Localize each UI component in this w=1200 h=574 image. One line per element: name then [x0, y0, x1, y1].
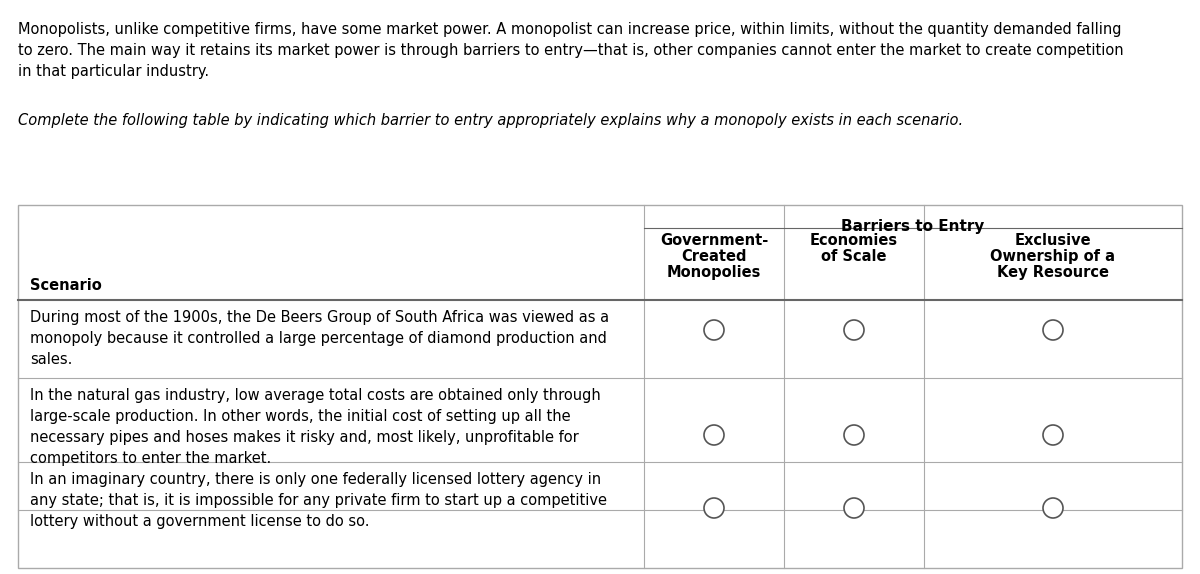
Text: sales.: sales.	[30, 352, 72, 367]
Circle shape	[1043, 498, 1063, 518]
Circle shape	[844, 320, 864, 340]
Text: Exclusive: Exclusive	[1015, 233, 1091, 248]
Circle shape	[844, 498, 864, 518]
Text: During most of the 1900s, the De Beers Group of South Africa was viewed as a: During most of the 1900s, the De Beers G…	[30, 310, 610, 325]
Text: Monopolies: Monopolies	[667, 265, 761, 280]
Text: Economies: Economies	[810, 233, 898, 248]
Circle shape	[704, 498, 724, 518]
Text: monopoly because it controlled a large percentage of diamond production and: monopoly because it controlled a large p…	[30, 331, 607, 346]
Text: in that particular industry.: in that particular industry.	[18, 64, 209, 79]
Text: In the natural gas industry, low average total costs are obtained only through: In the natural gas industry, low average…	[30, 388, 601, 403]
Text: competitors to enter the market.: competitors to enter the market.	[30, 451, 271, 466]
Text: large-scale production. In other words, the initial cost of setting up all the: large-scale production. In other words, …	[30, 409, 571, 424]
Text: Complete the following table by indicating which barrier to entry appropriately : Complete the following table by indicati…	[18, 113, 964, 128]
Circle shape	[1043, 425, 1063, 445]
Text: Created: Created	[682, 249, 746, 264]
Text: Monopolists, unlike competitive firms, have some market power. A monopolist can : Monopolists, unlike competitive firms, h…	[18, 22, 1122, 37]
Text: Ownership of a: Ownership of a	[990, 249, 1116, 264]
Text: necessary pipes and hoses makes it risky and, most likely, unprofitable for: necessary pipes and hoses makes it risky…	[30, 430, 578, 445]
Circle shape	[844, 425, 864, 445]
Circle shape	[704, 320, 724, 340]
Bar	[18, 205, 1182, 568]
Text: Government-: Government-	[660, 233, 768, 248]
Circle shape	[704, 425, 724, 445]
Text: to zero. The main way it retains its market power is through barriers to entry—t: to zero. The main way it retains its mar…	[18, 43, 1123, 58]
Text: Key Resource: Key Resource	[997, 265, 1109, 280]
Text: of Scale: of Scale	[821, 249, 887, 264]
Text: lottery without a government license to do so.: lottery without a government license to …	[30, 514, 370, 529]
Text: Barriers to Entry: Barriers to Entry	[841, 219, 985, 234]
Text: In an imaginary country, there is only one federally licensed lottery agency in: In an imaginary country, there is only o…	[30, 472, 601, 487]
Text: Scenario: Scenario	[30, 278, 102, 293]
Text: any state; that is, it is impossible for any private firm to start up a competit: any state; that is, it is impossible for…	[30, 493, 607, 508]
Circle shape	[1043, 320, 1063, 340]
